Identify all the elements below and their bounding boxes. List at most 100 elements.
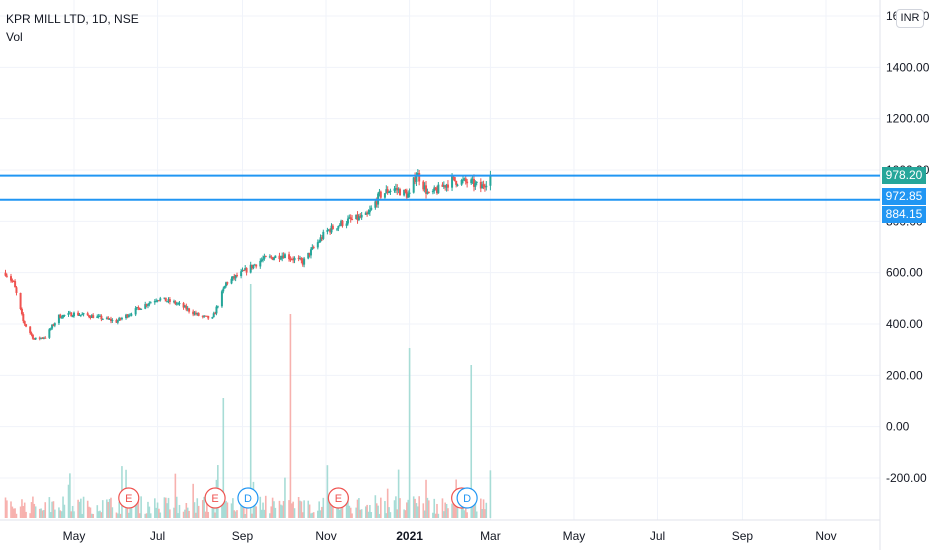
candles bbox=[4, 169, 492, 341]
volume-bar bbox=[147, 501, 149, 518]
volume-bar bbox=[69, 473, 71, 518]
volume-bar bbox=[10, 501, 12, 518]
volume-bar bbox=[240, 498, 242, 518]
candle-body bbox=[330, 225, 333, 233]
volume-bar bbox=[158, 508, 160, 518]
currency-button[interactable]: INR bbox=[896, 9, 924, 28]
volume-bar bbox=[463, 510, 466, 518]
volume-bar bbox=[117, 513, 119, 518]
candle-body bbox=[155, 300, 158, 302]
volume-bar bbox=[234, 511, 237, 518]
candle-body bbox=[215, 306, 218, 314]
x-tick-label: May bbox=[563, 529, 586, 543]
candle-body bbox=[33, 338, 36, 340]
volume-bar bbox=[384, 501, 386, 518]
volume-bar bbox=[432, 512, 434, 518]
volume-bar bbox=[91, 513, 93, 518]
x-tick-label: 2021 bbox=[396, 529, 423, 543]
candle-body bbox=[297, 257, 300, 259]
volume-bar bbox=[375, 503, 378, 518]
y-tick-label: 200.00 bbox=[886, 368, 923, 382]
candle-body bbox=[230, 278, 233, 284]
volume-bar bbox=[221, 500, 223, 518]
volume-bar bbox=[88, 506, 90, 518]
candle-body bbox=[437, 184, 440, 194]
x-tick-label: Nov bbox=[815, 529, 836, 543]
candle-body bbox=[62, 315, 65, 318]
dividend-marker bbox=[456, 487, 478, 509]
x-tick-label: Sep bbox=[732, 529, 754, 543]
candle-body bbox=[19, 292, 22, 310]
volume-bar bbox=[444, 502, 447, 518]
volume-bar bbox=[243, 501, 245, 518]
candle-body bbox=[282, 255, 285, 259]
candle-body bbox=[270, 256, 273, 258]
candle-body bbox=[145, 304, 148, 306]
candle-body bbox=[88, 315, 91, 317]
candle-body bbox=[271, 257, 274, 260]
event-marker-label: E bbox=[125, 493, 132, 505]
volume-bar bbox=[408, 348, 411, 518]
volume-bar bbox=[397, 469, 400, 518]
volume-bar bbox=[15, 513, 18, 518]
volume-bar bbox=[222, 398, 225, 518]
candle-body bbox=[148, 302, 151, 305]
candle-body bbox=[422, 181, 425, 190]
volume-bar bbox=[99, 510, 101, 518]
candle-body bbox=[78, 315, 81, 317]
volume-bar bbox=[255, 506, 257, 518]
candle-body bbox=[11, 280, 14, 282]
volume-bar bbox=[489, 470, 492, 518]
volume-bar bbox=[63, 504, 66, 518]
volume-bar bbox=[301, 512, 304, 518]
volume-bar bbox=[140, 496, 142, 518]
volume-bar bbox=[415, 503, 418, 518]
candle-body bbox=[423, 185, 426, 190]
volume-bar bbox=[30, 502, 33, 518]
candle-body bbox=[309, 249, 312, 256]
candle-body bbox=[331, 225, 334, 230]
candle-body bbox=[397, 189, 400, 191]
candle-body bbox=[231, 276, 234, 279]
volume-bar bbox=[377, 505, 379, 518]
volume-bar bbox=[38, 508, 41, 518]
volume-bar bbox=[378, 513, 381, 518]
volume-bar bbox=[355, 507, 357, 518]
y-tick-label: 0.00 bbox=[886, 420, 910, 434]
candle-body bbox=[320, 237, 323, 239]
candle-body bbox=[359, 216, 362, 218]
volume-bar bbox=[436, 503, 438, 518]
candle-body bbox=[337, 226, 340, 229]
candle-body bbox=[29, 326, 32, 333]
volume-bar bbox=[149, 513, 152, 518]
candle-body bbox=[462, 179, 465, 181]
candle-body bbox=[225, 282, 228, 286]
candle-body bbox=[431, 191, 434, 193]
candle-body bbox=[20, 309, 23, 315]
candle-body bbox=[303, 258, 306, 265]
volume-bar bbox=[107, 501, 110, 518]
volume-bar bbox=[134, 502, 137, 518]
candle-body bbox=[15, 287, 18, 293]
volume-bar bbox=[136, 500, 138, 518]
volume-bar bbox=[156, 502, 159, 518]
volume-bar bbox=[78, 501, 81, 518]
candle-body bbox=[408, 192, 411, 194]
candle-body bbox=[375, 201, 378, 205]
volume-bar bbox=[167, 497, 170, 518]
earnings-marker bbox=[118, 487, 140, 509]
volume-bar bbox=[404, 510, 407, 518]
volume-bar bbox=[484, 509, 486, 518]
volume-bar bbox=[73, 511, 75, 518]
volume-bar bbox=[159, 512, 162, 518]
candle-body bbox=[394, 188, 397, 190]
volume-bar bbox=[471, 506, 474, 518]
candle-body bbox=[153, 301, 156, 303]
volume-bar bbox=[399, 498, 401, 518]
symbol-title: KPR MILL LTD, 1D, NSE bbox=[6, 12, 139, 26]
candle-body bbox=[244, 268, 247, 271]
volume-bar bbox=[62, 496, 64, 518]
volume-bar bbox=[443, 511, 445, 518]
candle-body bbox=[156, 300, 159, 302]
